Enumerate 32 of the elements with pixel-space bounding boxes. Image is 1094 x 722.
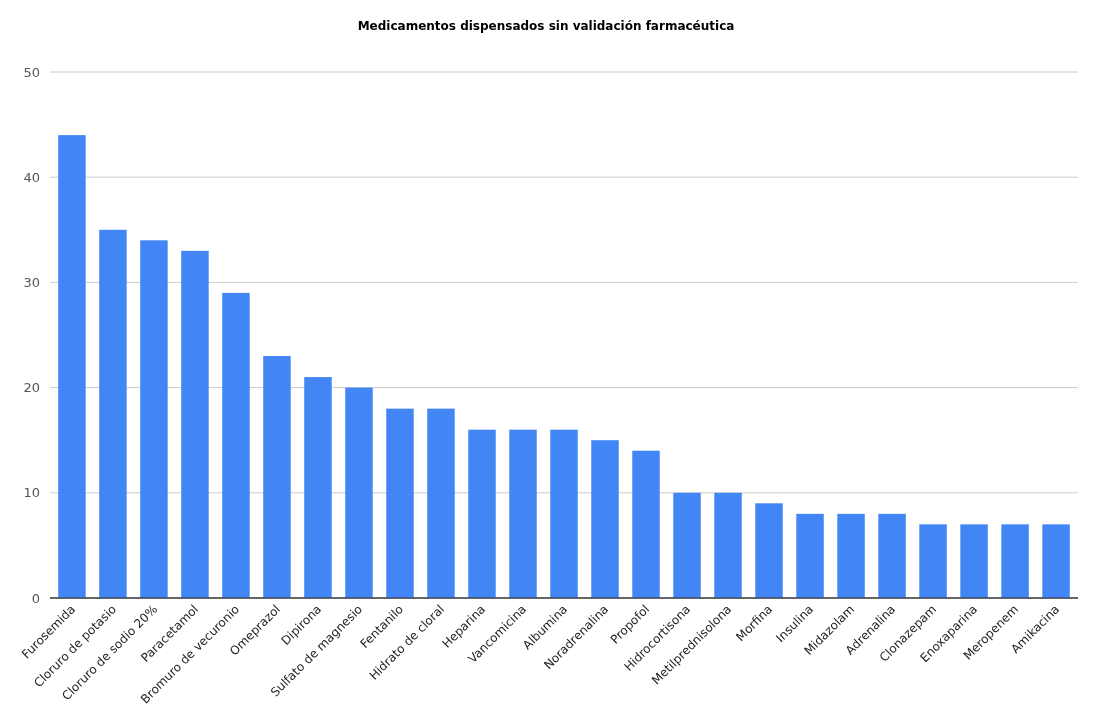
bar bbox=[591, 440, 619, 598]
bar bbox=[1042, 524, 1070, 598]
y-tick-label: 50 bbox=[23, 64, 40, 80]
bar bbox=[99, 229, 127, 598]
bar bbox=[796, 513, 824, 598]
bar bbox=[304, 377, 332, 598]
bar bbox=[222, 292, 250, 598]
bar bbox=[1001, 524, 1029, 598]
y-tick-label: 0 bbox=[31, 590, 40, 606]
bar bbox=[550, 429, 578, 598]
bar bbox=[837, 513, 865, 598]
y-tick-label: 10 bbox=[23, 485, 40, 501]
bar bbox=[263, 356, 291, 598]
bar bbox=[58, 135, 86, 598]
y-tick-label: 30 bbox=[23, 274, 40, 290]
bar bbox=[673, 492, 701, 598]
y-tick-label: 40 bbox=[23, 169, 40, 185]
bar bbox=[509, 429, 537, 598]
bar bbox=[632, 450, 660, 598]
bar bbox=[386, 408, 414, 598]
y-tick-label: 20 bbox=[23, 380, 40, 396]
bar bbox=[878, 513, 906, 598]
bar bbox=[714, 492, 742, 598]
bar bbox=[919, 524, 947, 598]
chart-title: Medicamentos dispensados sin validación farmacéutica bbox=[357, 19, 735, 33]
bar bbox=[960, 524, 988, 598]
bar bbox=[345, 387, 373, 598]
bar bbox=[468, 429, 496, 598]
bar bbox=[181, 250, 209, 598]
bar bbox=[427, 408, 455, 598]
bar bbox=[140, 240, 168, 598]
bar bbox=[755, 503, 783, 598]
